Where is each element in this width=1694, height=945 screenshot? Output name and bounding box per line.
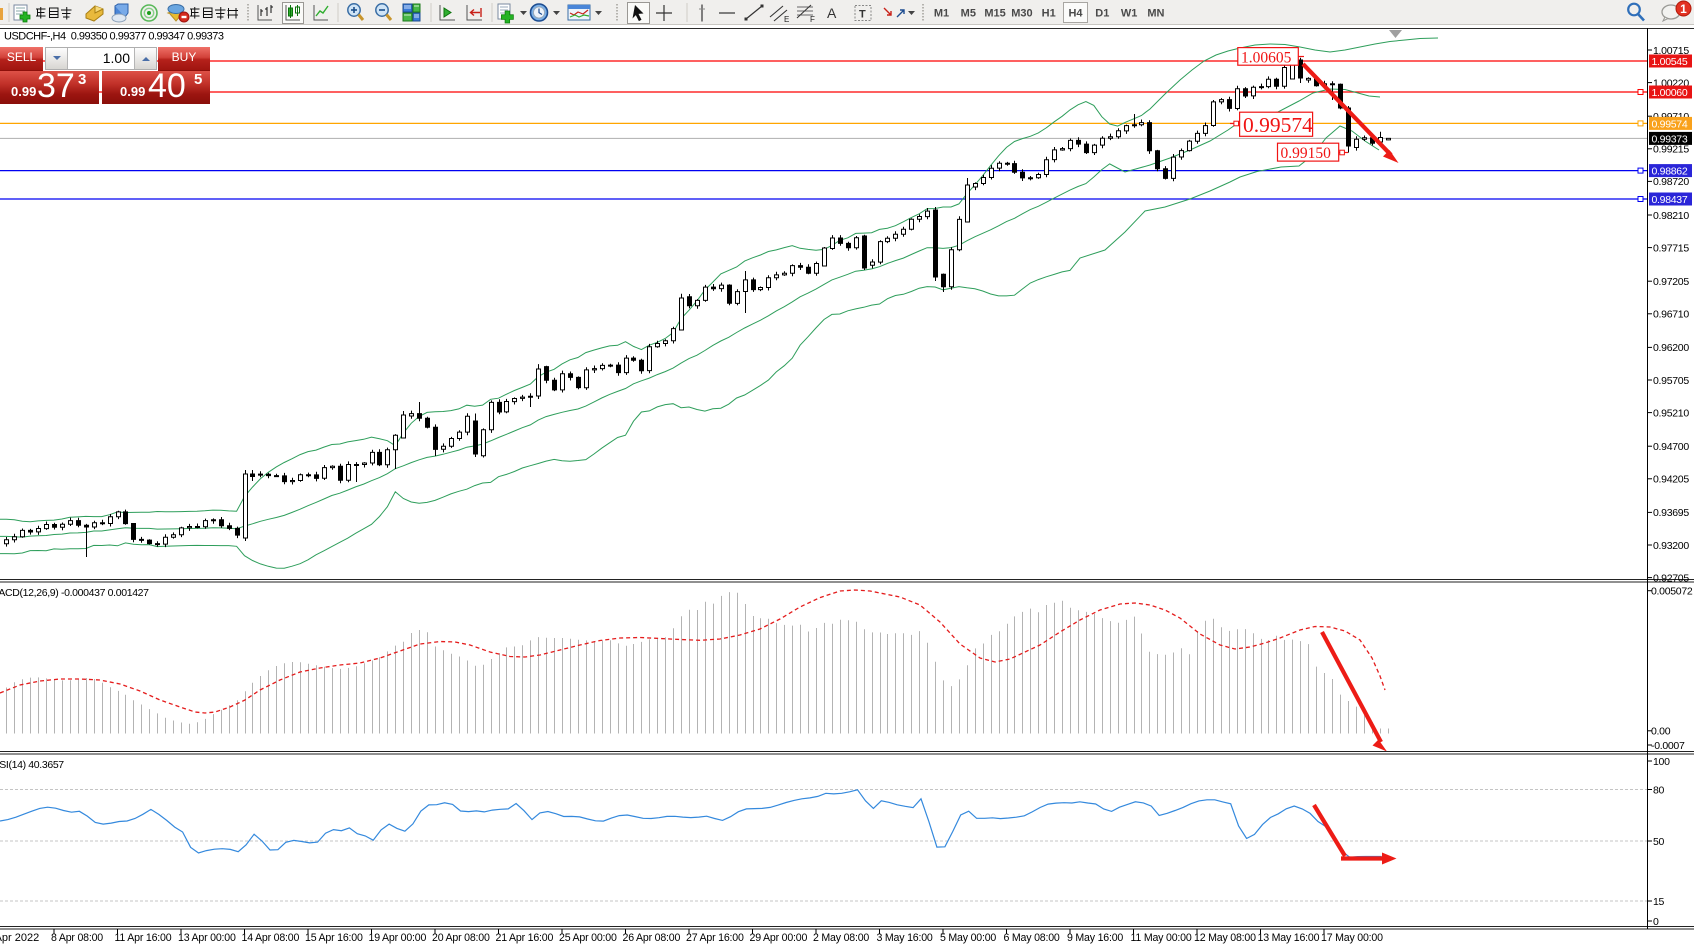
svg-text:11 Apr 16:00: 11 Apr 16:00	[115, 932, 172, 944]
svg-text:F: F	[810, 15, 815, 24]
svg-text:H1: H1	[1042, 8, 1056, 20]
svg-text:E: E	[784, 15, 789, 24]
svg-text:0.99574: 0.99574	[1243, 113, 1313, 137]
svg-text:M30: M30	[1011, 8, 1032, 20]
svg-text:0.99373: 0.99373	[1652, 133, 1688, 145]
svg-text:50: 50	[1653, 836, 1665, 848]
svg-text:M1: M1	[934, 8, 949, 20]
svg-text:1.00605: 1.00605	[1241, 49, 1292, 66]
svg-text:-0.0007: -0.0007	[1651, 740, 1685, 752]
svg-text:0: 0	[1653, 916, 1659, 928]
svg-text:13 May 16:00: 13 May 16:00	[1258, 932, 1320, 944]
svg-text:0.93200: 0.93200	[1653, 540, 1689, 552]
svg-text:0.97715: 0.97715	[1653, 242, 1689, 254]
svg-text:17 May 00:00: 17 May 00:00	[1321, 932, 1383, 944]
svg-text:14 Apr 08:00: 14 Apr 08:00	[242, 932, 300, 944]
svg-text:3 May 16:00: 3 May 16:00	[877, 932, 933, 944]
svg-text:29 Apr 00:00: 29 Apr 00:00	[750, 932, 808, 944]
svg-text:0.99574: 0.99574	[1652, 118, 1688, 130]
svg-text:7 Apr 2022: 7 Apr 2022	[0, 932, 39, 944]
svg-text:26 Apr 08:00: 26 Apr 08:00	[623, 932, 681, 944]
svg-text:1.00060: 1.00060	[1652, 87, 1688, 99]
svg-text:0.99215: 0.99215	[1653, 144, 1689, 156]
svg-text:9 May 16:00: 9 May 16:00	[1067, 932, 1123, 944]
svg-text:M5: M5	[961, 8, 976, 20]
svg-text:0.98720: 0.98720	[1653, 176, 1689, 188]
svg-text:USDCHF-,H4 0.99350 0.99377 0.: USDCHF-,H4 0.99350 0.99377 0.99347 0.993…	[4, 31, 224, 43]
svg-text:M15: M15	[984, 8, 1005, 20]
svg-text:12 May 08:00: 12 May 08:00	[1194, 932, 1256, 944]
svg-text:15 Apr 16:00: 15 Apr 16:00	[305, 932, 363, 944]
svg-text:W1: W1	[1121, 8, 1138, 20]
svg-text:MACD(12,26,9) -0.000437 0.0014: MACD(12,26,9) -0.000437 0.001427	[0, 587, 149, 599]
svg-text:5 May 00:00: 5 May 00:00	[940, 932, 996, 944]
svg-text:0.93695: 0.93695	[1653, 507, 1689, 519]
svg-text:21 Apr 16:00: 21 Apr 16:00	[496, 932, 554, 944]
svg-text:0.98862: 0.98862	[1652, 166, 1688, 178]
svg-text:0.005072: 0.005072	[1651, 586, 1693, 598]
svg-text:1: 1	[1680, 2, 1687, 16]
svg-text:6 May 08:00: 6 May 08:00	[1004, 932, 1060, 944]
svg-text:0.92705: 0.92705	[1653, 572, 1689, 584]
svg-text:8 Apr 08:00: 8 Apr 08:00	[51, 932, 103, 944]
svg-text:0.98210: 0.98210	[1653, 210, 1689, 222]
svg-text:0.94700: 0.94700	[1653, 441, 1689, 453]
svg-text:1.00715: 1.00715	[1653, 45, 1689, 57]
svg-text:0.96200: 0.96200	[1653, 342, 1689, 354]
svg-text:0.94205: 0.94205	[1653, 474, 1689, 486]
svg-text:0.97205: 0.97205	[1653, 276, 1689, 288]
svg-text:0.96710: 0.96710	[1653, 309, 1689, 321]
svg-text:0.95210: 0.95210	[1653, 407, 1689, 419]
svg-text:19 Apr 00:00: 19 Apr 00:00	[369, 932, 427, 944]
svg-text:T: T	[859, 9, 866, 21]
svg-text:80: 80	[1653, 784, 1665, 796]
svg-text:11 May 00:00: 11 May 00:00	[1131, 932, 1192, 944]
svg-text:0.99150: 0.99150	[1281, 145, 1332, 162]
svg-text:MN: MN	[1147, 8, 1164, 20]
svg-text:20 Apr 08:00: 20 Apr 08:00	[432, 932, 490, 944]
svg-text:2 May 08:00: 2 May 08:00	[813, 932, 869, 944]
svg-text:RSI(14) 40.3657: RSI(14) 40.3657	[0, 759, 64, 771]
svg-text:100: 100	[1653, 756, 1670, 768]
svg-text:13 Apr 00:00: 13 Apr 00:00	[178, 932, 236, 944]
svg-text:1.00545: 1.00545	[1652, 56, 1688, 68]
svg-text:0.98437: 0.98437	[1652, 194, 1688, 206]
svg-text:27 Apr 16:00: 27 Apr 16:00	[686, 932, 744, 944]
svg-text:25 Apr 00:00: 25 Apr 00:00	[559, 932, 617, 944]
svg-text:A: A	[827, 5, 837, 21]
svg-text:15: 15	[1653, 896, 1665, 908]
svg-text:D1: D1	[1095, 8, 1109, 20]
svg-text:0.95705: 0.95705	[1653, 375, 1689, 387]
svg-text:0.00: 0.00	[1651, 726, 1671, 738]
svg-text:H4: H4	[1068, 8, 1083, 20]
